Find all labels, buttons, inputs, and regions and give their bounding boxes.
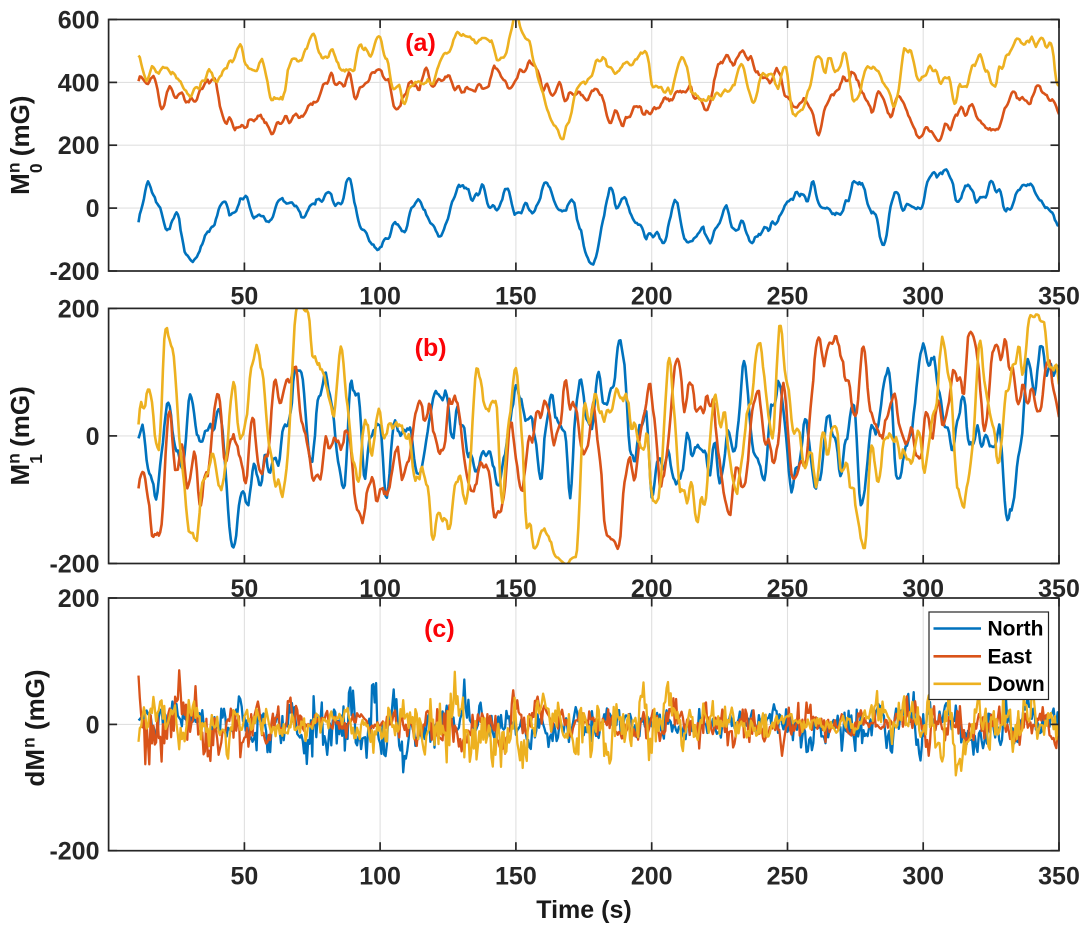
svg-text:300: 300 bbox=[902, 575, 944, 603]
svg-text:200: 200 bbox=[58, 585, 100, 613]
svg-text:200: 200 bbox=[631, 863, 673, 891]
svg-text:100: 100 bbox=[359, 575, 401, 603]
svg-text:400: 400 bbox=[58, 69, 100, 97]
svg-text:150: 150 bbox=[495, 283, 537, 311]
svg-text:250: 250 bbox=[767, 863, 809, 891]
svg-text:300: 300 bbox=[902, 283, 944, 311]
svg-text:200: 200 bbox=[58, 132, 100, 160]
svg-text:Time (s): Time (s) bbox=[536, 896, 631, 924]
svg-text:600: 600 bbox=[58, 7, 100, 35]
svg-text:300: 300 bbox=[902, 863, 944, 891]
svg-text:50: 50 bbox=[230, 575, 258, 603]
svg-text:(c): (c) bbox=[424, 615, 455, 643]
svg-text:150: 150 bbox=[495, 575, 537, 603]
svg-text:250: 250 bbox=[767, 575, 809, 603]
svg-text:-200: -200 bbox=[49, 258, 99, 286]
svg-text:100: 100 bbox=[359, 283, 401, 311]
svg-text:350: 350 bbox=[1038, 863, 1080, 891]
svg-text:(a): (a) bbox=[405, 29, 436, 57]
svg-text:200: 200 bbox=[58, 295, 100, 323]
svg-text:150: 150 bbox=[495, 863, 537, 891]
svg-text:0: 0 bbox=[86, 195, 100, 223]
svg-text:0: 0 bbox=[86, 711, 100, 739]
svg-text:100: 100 bbox=[359, 863, 401, 891]
svg-text:0: 0 bbox=[86, 423, 100, 451]
svg-text:200: 200 bbox=[631, 283, 673, 311]
svg-text:-200: -200 bbox=[49, 838, 99, 866]
svg-text:50: 50 bbox=[230, 283, 258, 311]
svg-text:200: 200 bbox=[631, 575, 673, 603]
svg-text:350: 350 bbox=[1038, 283, 1080, 311]
svg-text:50: 50 bbox=[230, 863, 258, 891]
svg-text:North: North bbox=[988, 618, 1044, 641]
svg-text:-200: -200 bbox=[49, 551, 99, 579]
svg-text:Down: Down bbox=[988, 673, 1045, 696]
svg-text:350: 350 bbox=[1038, 575, 1080, 603]
svg-text:East: East bbox=[988, 646, 1032, 669]
svg-text:(b): (b) bbox=[415, 334, 447, 362]
svg-text:250: 250 bbox=[767, 283, 809, 311]
svg-text:dMn (mG): dMn (mG) bbox=[19, 669, 51, 786]
